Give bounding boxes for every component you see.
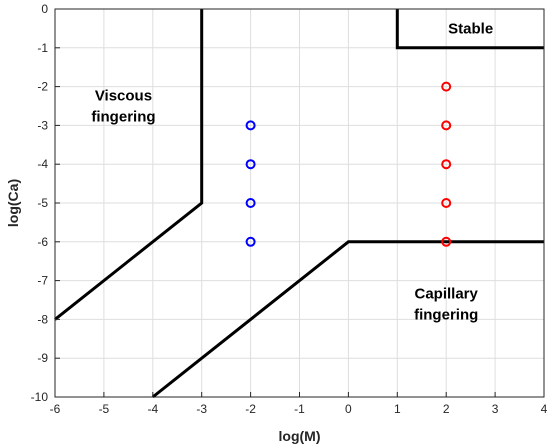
region-label: Capillary	[415, 285, 479, 302]
x-tick-label: -2	[245, 402, 256, 416]
data-point	[441, 159, 452, 170]
y-tick-label: -8	[37, 312, 48, 326]
y-tick-label: -1	[37, 41, 48, 55]
x-tick-label: -6	[50, 402, 61, 416]
y-tick-label: -10	[31, 390, 49, 404]
boundary-lines	[54, 9, 544, 399]
x-tick-label: 2	[443, 402, 450, 416]
grid	[54, 8, 545, 398]
y-tick-label: -2	[37, 80, 48, 94]
x-tick-label: 3	[492, 402, 499, 416]
y-tick-label: 0	[41, 2, 48, 16]
y-tick-label: -6	[37, 235, 48, 249]
region-label: fingering	[91, 109, 155, 126]
data-point	[245, 236, 256, 247]
boundary-line-1	[54, 9, 204, 321]
y-tick-label: -3	[37, 118, 48, 132]
y-tick-label: -4	[37, 157, 48, 171]
y-tick-label: -7	[37, 274, 48, 288]
x-tick-label: 4	[541, 402, 548, 416]
boundary-line-3	[395, 9, 544, 50]
y-tick-label: -5	[37, 196, 48, 210]
data-point	[245, 159, 256, 170]
y-axis-label: log(Ca)	[5, 179, 21, 227]
x-tick-label: 0	[345, 402, 352, 416]
x-tick-label: -4	[147, 402, 158, 416]
x-tick-label: 1	[394, 402, 401, 416]
data-points	[245, 81, 452, 247]
data-point	[245, 198, 256, 208]
region-label: fingering	[414, 306, 478, 323]
region-labels: Stable Viscous fingering Capillary fingering	[91, 20, 493, 323]
x-tick-label: -3	[196, 402, 207, 416]
x-axis-ticks: -6 -5 -4 -3 -2 -1 0 1 2 3 4	[50, 392, 548, 416]
region-label: Viscous	[95, 88, 152, 105]
y-axis-ticks: 0 -1 -2 -3 -4 -5 -6 -7 -8 -9 -10	[31, 2, 60, 404]
data-point	[441, 120, 452, 131]
boundary-line-2	[151, 240, 544, 399]
data-point	[245, 120, 256, 131]
x-tick-label: -1	[294, 402, 305, 416]
y-tick-label: -9	[37, 351, 48, 365]
data-point	[441, 236, 452, 247]
region-label: Stable	[448, 20, 493, 37]
data-point	[441, 81, 452, 92]
x-tick-label: -5	[99, 402, 110, 416]
data-point	[441, 198, 452, 208]
x-axis-label: log(M)	[279, 428, 321, 444]
